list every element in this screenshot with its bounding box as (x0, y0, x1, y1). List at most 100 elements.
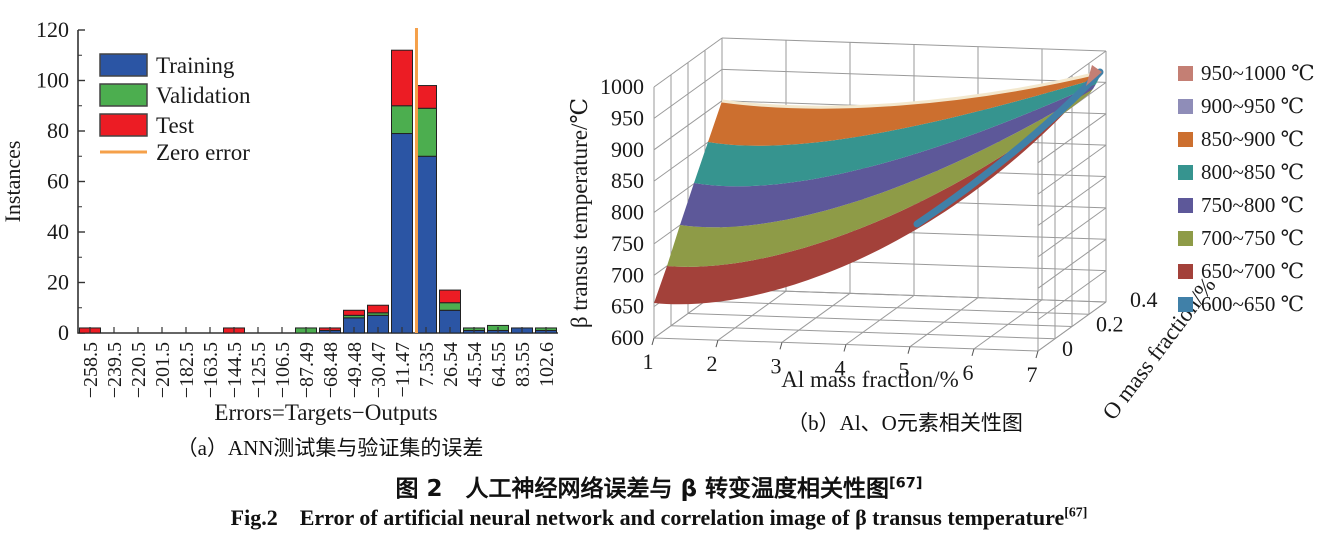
x-tick-label: −11.47 (392, 342, 414, 398)
x-tick-label: −106.5 (272, 342, 294, 398)
x-tick-label: 26.54 (440, 342, 462, 387)
z-tick-label: 1000 (600, 74, 644, 99)
surface-band-650 (654, 72, 1102, 305)
figure-caption-cn-text: 图 2 人工神经网络误差与 β 转变温度相关性图 (395, 476, 890, 502)
bar-segment-validation (415, 107, 437, 157)
x-tick-label: 83.55 (512, 342, 534, 387)
legend-label: 750~800 ℃ (1201, 193, 1304, 217)
panel-a-subcaption: （a）ANN测试集与验证集的误差 (30, 432, 630, 462)
y-tick-label: 60 (47, 169, 69, 194)
surface-band-850 (708, 72, 1102, 146)
x-tick-label: −258.5 (80, 342, 102, 398)
legend-label: 900~950 ℃ (1201, 94, 1304, 118)
surface-top-edge (721, 70, 1103, 109)
x-tick-label: −144.5 (224, 342, 246, 398)
surface-band-600 (913, 68, 1104, 228)
y-axis-title: Instances (0, 141, 25, 223)
legend-swatch-training (99, 53, 148, 77)
z-tick-label: 750 (611, 231, 644, 256)
o-tick-label: 0 (1062, 336, 1073, 361)
x-tick-label: 4 (835, 356, 846, 381)
x-tick-label: −30.47 (368, 342, 390, 398)
panel-a-subcaption-text: （a）ANN测试集与验证集的误差 (176, 436, 484, 460)
x-tick-label: −125.5 (248, 342, 270, 398)
x-tick-label: −87.49 (296, 342, 318, 398)
legend-swatch (1178, 165, 1193, 180)
y-tick-label: 80 (47, 118, 69, 143)
x-tick-label: −163.5 (200, 342, 222, 398)
y-tick-label: 40 (47, 219, 69, 244)
z-tick-label: 950 (611, 105, 644, 130)
x-tick-label: 5 (899, 358, 910, 383)
figure-caption-cn: 图 2 人工神经网络误差与 β 转变温度相关性图[67] (0, 469, 1318, 503)
x-tick-label: 2 (707, 351, 718, 376)
panel-b-subcaption: （b）Al、O元素相关性图 (565, 407, 1245, 437)
z-tick-label: 650 (611, 294, 644, 319)
legend-swatch (1178, 231, 1193, 246)
y-tick-label: 20 (47, 270, 69, 295)
panel-b-subcaption-text: （b）Al、O元素相关性图 (787, 411, 1023, 435)
x-tick-label: −239.5 (104, 342, 126, 398)
x-axis-title: Al mass fraction/% (781, 367, 959, 392)
surface-tip (1086, 65, 1102, 86)
surface-band-700 (667, 89, 1093, 267)
bar-segment-validation (391, 105, 413, 135)
bar-segment-training (415, 155, 437, 334)
legend-label: Training (156, 53, 235, 78)
panel-b-surface-chart: 600 650 700 750 800 850 900 950 1000 1 2 3 4 5 6 70 0.20… (567, 37, 1315, 424)
legend-label: Zero error (156, 140, 250, 165)
bar-segment-test (343, 309, 365, 316)
legend-label: Test (156, 113, 195, 138)
axes (77, 30, 558, 334)
x-axis-title: Errors=Targets−Outputs (214, 400, 437, 425)
legend-label: 650~700 ℃ (1201, 259, 1304, 283)
o-tick-label: 0.2 (1096, 312, 1124, 337)
x-tick-label: 7.535 (416, 342, 438, 387)
figure-caption-cn-ref: [67] (889, 475, 923, 492)
legend-label: 700~750 ℃ (1201, 226, 1304, 250)
x-tick-label: 102.6 (536, 342, 558, 387)
legend-swatch-test (99, 113, 148, 137)
legend-swatch (1178, 66, 1193, 81)
z-tick-label: 800 (611, 200, 644, 225)
legend-label: 800~850 ℃ (1201, 160, 1304, 184)
x-tick-label: 7 (1027, 362, 1038, 387)
bar-segment-validation (439, 302, 461, 311)
bar-segment-training (391, 133, 413, 334)
figure-caption-en-ref: [67] (1064, 504, 1088, 520)
o-tick-label: 0.4 (1130, 287, 1158, 312)
legend-swatch (1178, 297, 1193, 312)
x-tick-label: −68.48 (320, 342, 342, 398)
legend-label: 950~1000 ℃ (1201, 61, 1315, 85)
x-tick-label: 64.55 (488, 342, 510, 387)
figure-caption-en: Fig.2 Error of artificial neural network… (0, 500, 1318, 532)
y-tick-label: 0 (58, 320, 69, 345)
y-tick-label: 100 (36, 68, 69, 93)
x-tick-label: 6 (963, 360, 974, 385)
x-tick-label: −201.5 (152, 342, 174, 398)
legend-swatch (1178, 264, 1193, 279)
legend-label: 850~900 ℃ (1201, 127, 1304, 151)
x-tick-label: 45.54 (464, 342, 486, 387)
bar-segment-test (439, 289, 461, 304)
surface-band-750 (680, 84, 1096, 228)
y-tick-label: 120 (36, 17, 69, 42)
legend-swatch (1178, 198, 1193, 213)
legend-swatch (1178, 132, 1193, 147)
legend-swatch-validation (99, 83, 148, 107)
x-tick-label: −220.5 (128, 342, 150, 398)
bar-segment-test (367, 304, 389, 314)
x-tick-label: 3 (771, 353, 782, 378)
z-tick-label: 900 (611, 137, 644, 162)
bar-segment-test (415, 85, 437, 109)
legend-label: 600~650 ℃ (1201, 292, 1304, 316)
x-tick-label: −182.5 (176, 342, 198, 398)
z-tick-label: 850 (611, 168, 644, 193)
x-tick-label: −49.48 (344, 342, 366, 398)
x-tick-label: 1 (643, 349, 654, 374)
legend-label: Validation (156, 83, 251, 108)
bar-segment-test (391, 49, 413, 107)
z-tick-label: 700 (611, 262, 644, 287)
